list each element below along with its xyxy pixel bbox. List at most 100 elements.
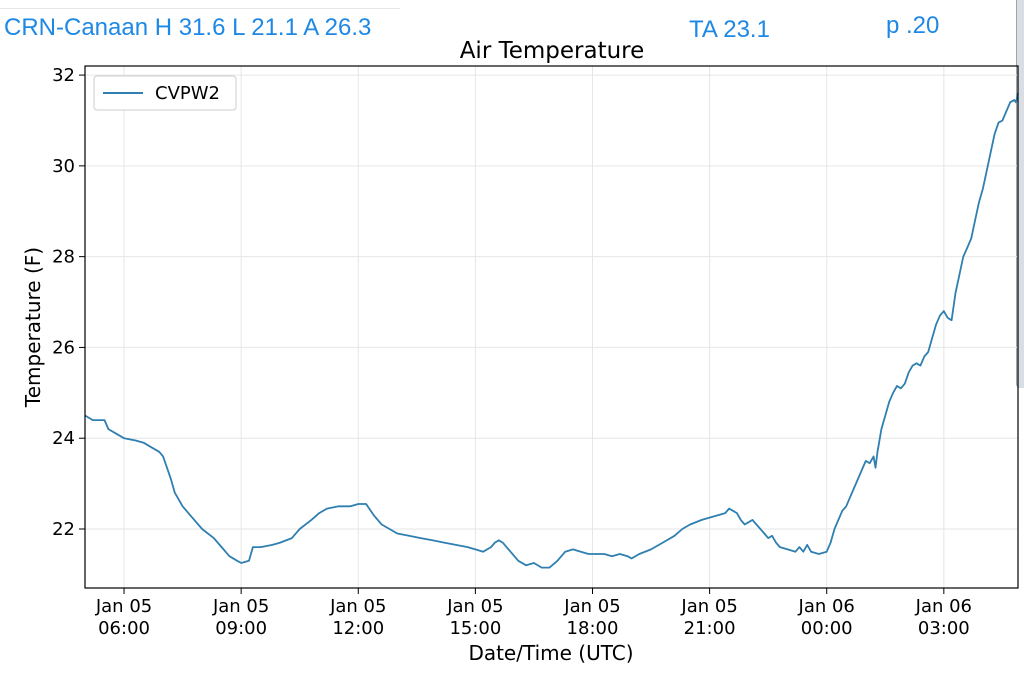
data-point bbox=[115, 433, 117, 435]
data-point bbox=[158, 451, 160, 453]
data-point bbox=[744, 523, 746, 526]
data-point bbox=[826, 551, 828, 553]
scroll-edge-handle[interactable] bbox=[1016, 0, 1024, 388]
data-point bbox=[943, 310, 945, 312]
data-point bbox=[849, 496, 851, 498]
data-point bbox=[595, 553, 598, 555]
data-point bbox=[396, 532, 398, 535]
data-point bbox=[338, 505, 340, 507]
x-tick-label-date: Jan 05 bbox=[212, 596, 269, 617]
data-point bbox=[1001, 119, 1004, 122]
data-point bbox=[92, 419, 94, 421]
y-tick-label: 24 bbox=[52, 428, 75, 449]
data-point bbox=[420, 537, 422, 539]
data-point bbox=[619, 553, 621, 555]
data-point bbox=[603, 553, 605, 555]
data-point bbox=[837, 519, 840, 521]
data-point bbox=[467, 546, 469, 548]
legend-box bbox=[93, 75, 237, 111]
x-tick-label-time: 00:00 bbox=[801, 618, 853, 639]
data-point bbox=[896, 385, 898, 387]
data-point bbox=[775, 542, 777, 544]
data-point bbox=[779, 546, 781, 548]
data-point bbox=[892, 392, 894, 394]
x-tick-label-time: 15:00 bbox=[449, 618, 501, 639]
x-tick-label-date: Jan 05 bbox=[563, 596, 620, 617]
data-point bbox=[951, 319, 953, 321]
y-axis: 22 24 26 28 30 32 bbox=[52, 65, 85, 540]
data-point bbox=[588, 553, 590, 555]
data-point bbox=[627, 555, 629, 557]
data-point bbox=[904, 383, 906, 385]
data-point bbox=[580, 551, 582, 553]
x-tick-label-date: Jan 05 bbox=[680, 596, 737, 617]
data-point bbox=[763, 532, 765, 535]
x-tick-label-time: 18:00 bbox=[567, 618, 619, 639]
data-point bbox=[771, 535, 773, 537]
data-point bbox=[919, 365, 922, 367]
data-point bbox=[162, 455, 164, 457]
data-point bbox=[107, 428, 109, 430]
x-tick-label-time: 03:00 bbox=[918, 618, 970, 639]
y-tick-label: 30 bbox=[52, 156, 75, 177]
data-point bbox=[271, 544, 273, 546]
data-point bbox=[189, 514, 191, 517]
data-point bbox=[689, 523, 691, 526]
data-point bbox=[236, 560, 238, 562]
data-point bbox=[252, 546, 254, 548]
data-point bbox=[810, 551, 812, 553]
data-point bbox=[240, 562, 242, 564]
data-point bbox=[841, 510, 843, 512]
data-point bbox=[443, 542, 445, 544]
data-point bbox=[927, 351, 929, 353]
data-point bbox=[673, 535, 676, 537]
data-point bbox=[861, 469, 863, 471]
data-point bbox=[908, 371, 910, 373]
data-point bbox=[728, 508, 730, 510]
data-point bbox=[915, 362, 918, 364]
x-tick-label-time: 21:00 bbox=[684, 618, 736, 639]
data-point bbox=[135, 439, 137, 442]
data-point bbox=[759, 528, 762, 530]
data-point bbox=[935, 324, 937, 326]
data-point bbox=[174, 492, 176, 494]
data-point bbox=[525, 564, 527, 566]
data-point bbox=[954, 292, 957, 294]
data-point bbox=[974, 219, 976, 221]
series-line-cvpw2 bbox=[84, 93, 1019, 569]
x-tick-label-date: Jan 06 bbox=[798, 596, 855, 617]
data-point bbox=[994, 133, 996, 135]
y-tick-label: 28 bbox=[52, 247, 75, 268]
data-point bbox=[990, 151, 992, 153]
data-point bbox=[853, 487, 855, 489]
data-point bbox=[716, 514, 719, 517]
data-point bbox=[228, 555, 230, 557]
x-tick-label-time: 12:00 bbox=[332, 618, 384, 639]
data-point bbox=[638, 553, 640, 555]
data-point bbox=[912, 365, 914, 367]
top-hairline bbox=[0, 8, 400, 9]
data-point bbox=[299, 528, 301, 530]
data-point bbox=[978, 201, 980, 203]
data-point bbox=[310, 519, 312, 521]
data-point bbox=[947, 317, 949, 319]
data-point bbox=[845, 505, 847, 507]
data-point bbox=[572, 548, 574, 551]
data-point bbox=[123, 437, 125, 439]
data-point bbox=[802, 551, 804, 553]
data-point bbox=[962, 256, 964, 258]
page-annotation: p .20 bbox=[886, 12, 940, 39]
data-point bbox=[611, 555, 613, 557]
data-point bbox=[939, 315, 941, 317]
data-point bbox=[681, 528, 683, 530]
data-point bbox=[724, 512, 726, 514]
data-point bbox=[490, 546, 492, 548]
data-point bbox=[170, 478, 172, 480]
data-point bbox=[260, 546, 262, 548]
data-point bbox=[732, 510, 734, 512]
data-point bbox=[701, 519, 703, 521]
data-point bbox=[876, 451, 879, 453]
data-point bbox=[709, 517, 711, 519]
station-annotation: CRN-Canaan H 31.6 L 21.1 A 26.3 bbox=[4, 14, 372, 41]
